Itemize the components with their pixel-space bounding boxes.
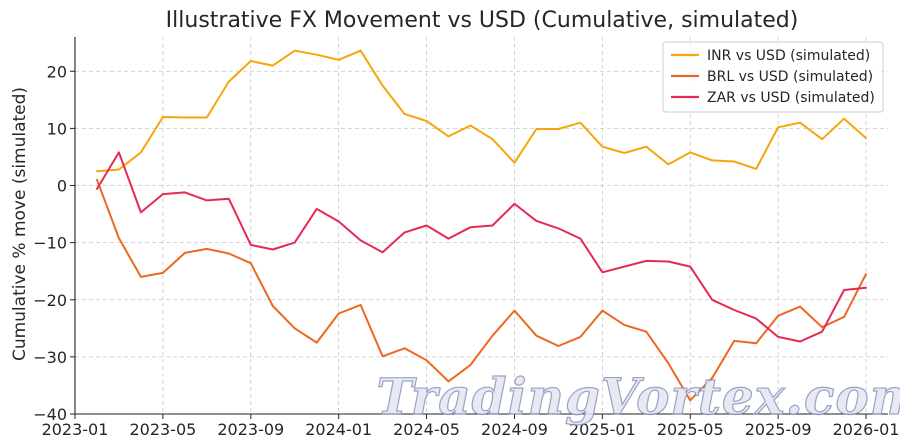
x-tick-label: 2023-05 [129,420,196,439]
y-tick-label: −30 [33,348,67,367]
x-tick-label: 2025-01 [569,420,636,439]
series-line-1 [96,49,867,173]
series-line-2 [96,178,867,402]
y-tick-label: 20 [47,62,67,81]
watermark: TradingVortex.com [376,367,900,426]
chart-title: Illustrative FX Movement vs USD (Cumulat… [166,8,799,33]
x-tick-label: 2024-01 [305,420,372,439]
series-lines [96,49,867,402]
x-tick-label: 2024-05 [393,420,460,439]
y-tick-label: −40 [33,405,67,424]
legend-label: ZAR vs USD (simulated) [707,90,875,106]
y-axis-title: Cumulative % move (simulated) [10,87,30,361]
axis-spines [74,37,888,415]
series-line-3 [96,151,867,343]
x-tick-label: 2026-01 [833,420,900,439]
x-tick-label: 2023-01 [42,420,109,439]
x-tick-label: 2023-09 [217,420,284,439]
y-tick-label: 0 [57,177,67,196]
x-tick-label: 2025-05 [657,420,724,439]
axes: 2023-01 2023-05 2023-09 2024-01 2024-05 2024-… [33,37,899,439]
y-tick-label: −10 [33,234,67,253]
y-tick-label: 10 [47,119,67,138]
legend-label: INR vs USD (simulated) [707,48,870,64]
legend: INR vs USD (simulated) BRL vs USD (simula… [662,41,884,113]
x-tick-label: 2024-09 [481,420,548,439]
legend-box [662,41,884,113]
y-tick-label: −20 [33,291,67,310]
x-tick-label: 2025-09 [745,420,812,439]
legend-label: BRL vs USD (simulated) [707,69,873,85]
